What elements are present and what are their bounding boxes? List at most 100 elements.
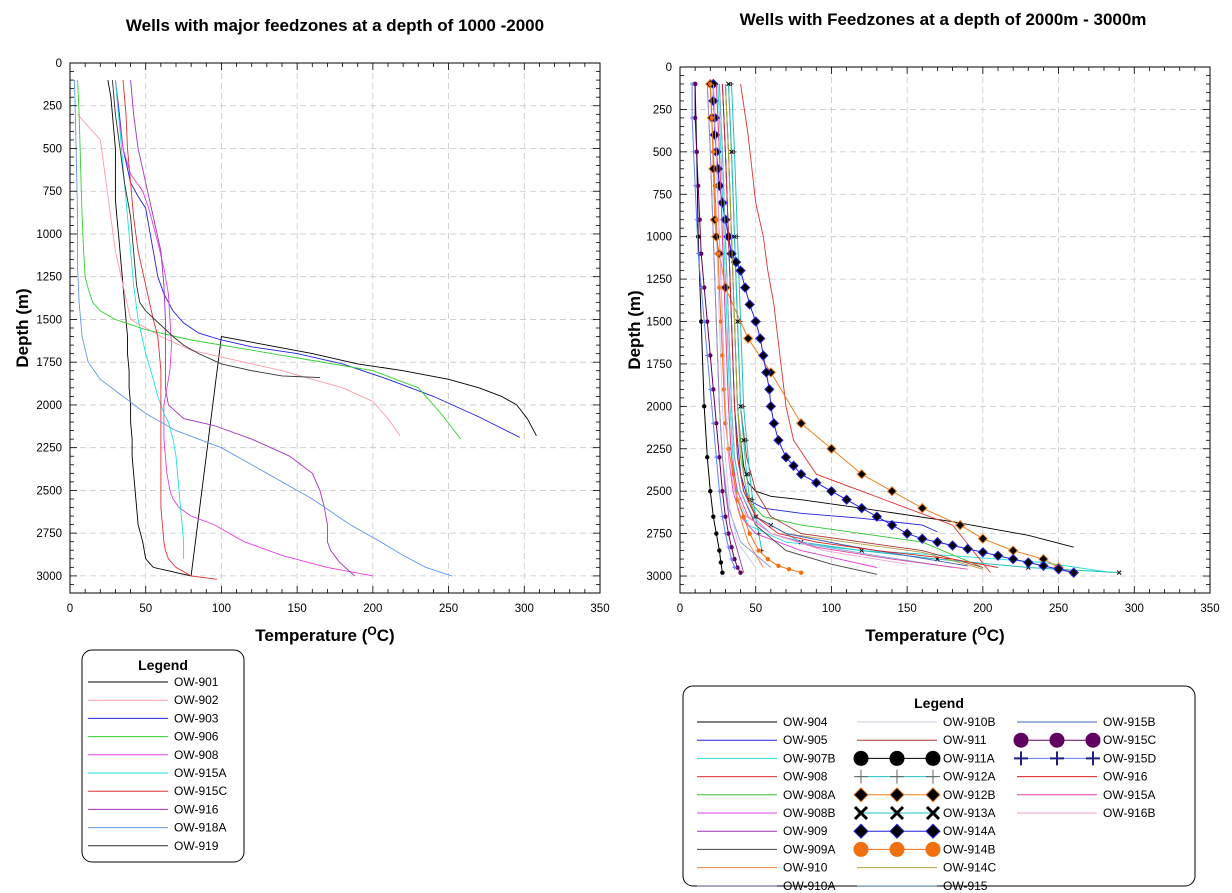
data-point [699, 285, 704, 290]
legend-label: OW-905 [783, 733, 828, 747]
data-point [699, 319, 704, 324]
legend-item: OW-911 [857, 733, 987, 747]
x-tick-label: 250 [1049, 603, 1068, 615]
series-line-OW-915D [691, 84, 735, 568]
data-point [720, 488, 725, 494]
data-point [692, 81, 698, 87]
plot-frame [679, 66, 1211, 594]
data-point [768, 418, 780, 429]
data-point [732, 556, 737, 562]
data-point [715, 251, 721, 256]
legend-title: Legend [914, 695, 964, 711]
data-point [954, 519, 966, 531]
data-point [886, 485, 898, 497]
chart-title: Wells with major feedzones at a depth of… [126, 16, 544, 35]
legend-item: OW-902 [88, 693, 219, 707]
legend-item: OW-915 [857, 879, 988, 893]
legend-marker [890, 769, 904, 784]
y-tick-label: 500 [43, 143, 62, 155]
data-point [744, 471, 749, 477]
plot-frame [69, 62, 601, 594]
data-point [765, 401, 777, 412]
legend-item: OW-904 [697, 715, 828, 729]
data-point [705, 319, 710, 324]
data-point [705, 455, 710, 460]
legend-title: Legend [138, 657, 188, 673]
legend-marker [853, 805, 869, 821]
legend-label: OW-912A [943, 770, 995, 784]
legend-marker [1050, 751, 1064, 766]
ticks [69, 62, 601, 594]
legend-marker [889, 750, 905, 766]
x-tick-label: 350 [1200, 603, 1219, 615]
legend-label: OW-908B [783, 806, 835, 820]
series-line-OW-910A [706, 83, 772, 568]
data-point [741, 514, 746, 519]
data-point [765, 556, 771, 562]
legend-label: OW-911 [943, 733, 987, 747]
data-point [826, 443, 837, 454]
legend-item: OW-913A [853, 805, 995, 821]
x-axis-label-sup: O [367, 624, 376, 638]
series-line-OW-915A [114, 80, 185, 559]
legend-marker [925, 750, 941, 766]
data-point [780, 452, 792, 463]
legend-label: OW-919 [174, 839, 219, 853]
legend-marker [853, 841, 869, 857]
data-point [962, 543, 973, 555]
y-tick-label: 2500 [36, 485, 62, 497]
legend-item: OW-916B [1017, 806, 1155, 820]
data-point [856, 469, 867, 480]
x-tick-label: 100 [822, 603, 841, 615]
data-point [786, 567, 792, 572]
x-axis-label-end: C) [987, 626, 1005, 645]
y-tick-label: 1000 [36, 229, 62, 241]
data-point [761, 367, 772, 378]
series-line-OW-914A [712, 84, 1074, 574]
data-point [756, 531, 761, 536]
data-point [811, 477, 822, 488]
grid [680, 67, 1210, 593]
legend-item: OW-916 [88, 802, 219, 816]
legend-label: OW-910 [783, 861, 828, 875]
data-point [750, 316, 761, 327]
x-tick-label: 300 [515, 603, 534, 615]
data-point [721, 387, 727, 392]
y-tick-label: 1750 [36, 357, 62, 369]
legend-item: OW-908B [697, 806, 835, 820]
data-point [735, 319, 740, 324]
data-point [732, 565, 737, 570]
legend-marker [889, 841, 905, 857]
series-line-OW-906 [77, 80, 462, 440]
data-point [1007, 545, 1019, 556]
x-tick-label: 0 [67, 603, 73, 615]
data-point [750, 497, 755, 502]
legend-item: OW-908A [697, 788, 835, 802]
data-point [708, 488, 713, 494]
data-point [723, 514, 728, 519]
legend-marker [1013, 732, 1029, 748]
legend-label: OW-916 [174, 802, 219, 816]
legend-label: OW-904 [783, 715, 828, 729]
legend-item: OW-903 [88, 711, 219, 725]
legend-label: OW-908A [783, 788, 835, 802]
legend-item: OW-915C [88, 784, 227, 798]
x-axis-label: Temperature (OC) [255, 624, 394, 645]
legend-marker [1014, 751, 1028, 766]
series-line-OW-908A [724, 83, 984, 568]
data-point [1053, 564, 1064, 575]
data-point [720, 514, 725, 519]
data-point [744, 299, 755, 310]
legend-label: OW-908 [783, 770, 828, 784]
y-tick-label: 0 [56, 58, 62, 70]
y-tick-label: 1750 [646, 359, 672, 371]
data-point [788, 460, 799, 471]
legend-item: OW-901 [88, 675, 219, 689]
data-point [729, 544, 734, 550]
x-tick-label: 200 [973, 603, 992, 615]
data-point [732, 234, 737, 240]
data-point [709, 115, 714, 121]
data-point [726, 81, 731, 87]
legend-marker [889, 787, 905, 803]
series-group [74, 80, 537, 580]
